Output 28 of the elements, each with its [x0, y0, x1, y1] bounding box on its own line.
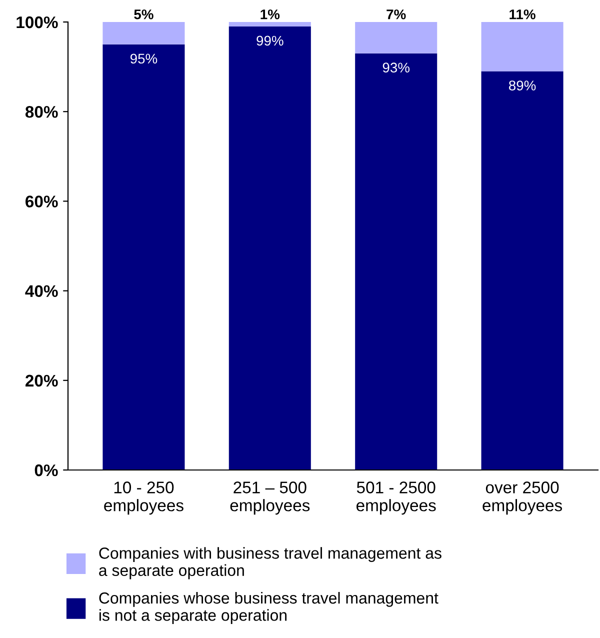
bar — [228, 22, 311, 26]
data-label: 7% — [386, 9, 406, 20]
legend-label: Companies whose business travel management is not a separate operation — [99, 592, 438, 624]
y-tick-label: 60% — [26, 196, 58, 208]
bar — [355, 22, 438, 54]
y-tick-label: 40% — [25, 285, 58, 298]
data-label: 5% — [134, 9, 154, 20]
bar — [102, 22, 185, 44]
y-tick-label: 0% — [34, 464, 58, 476]
data-label: 95% — [130, 54, 158, 64]
data-label: 1% — [260, 9, 280, 20]
x-tick-label: 10 - 250 employees — [104, 482, 184, 515]
bar — [355, 53, 438, 470]
bar — [481, 22, 564, 72]
x-tick-label: 501 - 2500 employees — [356, 482, 436, 515]
y-tick-label: 100% — [16, 16, 58, 28]
y-tick-label: 20% — [26, 374, 58, 387]
bar — [228, 26, 311, 470]
bar — [481, 71, 564, 470]
y-tick-label: 80% — [25, 106, 58, 118]
legend-label: Companies with business travel management as a separate operation — [99, 547, 442, 580]
data-label: 11% — [510, 9, 536, 20]
data-label: 89% — [508, 80, 536, 90]
bar — [102, 44, 185, 470]
x-tick-label: 251 – 500 employees — [230, 482, 310, 515]
x-tick-label: over 2500 employees — [482, 482, 562, 515]
data-label: 93% — [382, 62, 410, 73]
data-label: 99% — [256, 36, 284, 46]
